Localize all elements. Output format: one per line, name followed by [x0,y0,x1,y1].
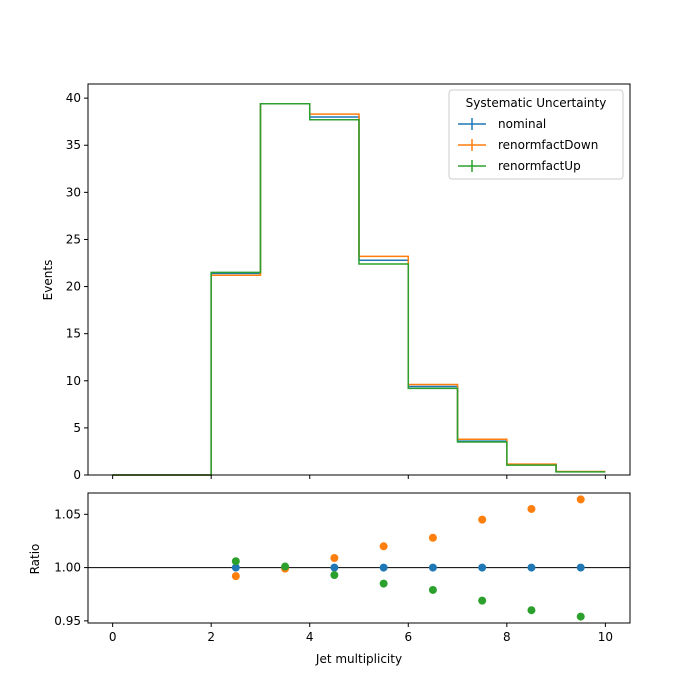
main-y-tick-label: 5 [73,421,81,435]
legend-item-renormfactUp: renormfactUp [458,159,581,173]
legend-items: nominal renormfactDown renormfactUp [458,117,598,173]
ratio-plot-frame [87,492,631,624]
ratio-point-renormfactDown [231,572,240,581]
ratio-point-renormfactUp [281,562,290,571]
ratio-point-nominal [231,563,240,572]
legend-title: Systematic Uncertainty [466,96,607,110]
main-y-tick-label: 20 [66,280,81,294]
ratio-point-renormfactDown [576,495,585,504]
ratio-point-renormfactDown [330,554,339,562]
ratio-x-tick-label: 2 [207,630,215,644]
ratio-x-tick-label: 0 [109,630,117,644]
ratio-x-ticks: 0 2 4 6 8 10 [109,623,613,644]
main-y-tick-label: 25 [66,232,81,246]
legend-item-nominal: nominal [458,117,546,131]
ratio-point-renormfactDown [478,515,487,524]
legend-item-renormfactDown: renormfactDown [458,138,598,152]
ratio-point-renormfactDown [527,504,536,513]
main-plot-frame [87,83,631,476]
ratio-point-renormfactDown [379,542,388,551]
main-y-tick-label: 40 [66,91,81,105]
legend-label: renormfactUp [498,159,581,173]
main-y-axis-label: Events [41,260,55,301]
ratio-x-tick-label: 8 [503,630,511,644]
ratio-y-ticks: 0.95 1.00 1.05 [54,507,88,628]
main-y-tick-label: 15 [66,327,81,341]
ratio-point-renormfactUp [330,571,339,580]
main-y-tick-label: 35 [66,138,81,152]
ratio-y-tick-label: 0.95 [54,614,81,628]
ratio-point-renormfactUp [576,612,585,621]
legend-box [448,89,624,180]
ratio-point-renormfactUp [231,557,240,566]
ratio-points-group [231,495,585,621]
ratio-point-renormfactDown [428,533,437,542]
ratio-point-renormfactUp [428,585,437,594]
ratio-point-nominal [527,563,536,572]
ratio-point-renormfactUp [478,596,487,605]
step-series-renormfactUp [112,103,606,476]
ratio-x-tick-label: 4 [306,630,314,644]
main-x-ticks [112,475,606,479]
ratio-point-nominal [576,563,585,572]
ratio-point-nominal [428,563,437,572]
main-y-tick-label: 30 [66,185,81,199]
legend-label: renormfactDown [498,138,598,152]
ratio-point-renormfactUp [379,579,388,588]
ratio-panel: 0.95 1.00 1.05 0 2 4 6 8 10 Jet multiplicity Ra… [28,492,631,666]
ratio-x-tick-label: 10 [598,630,613,644]
ratio-y-tick-label: 1.05 [54,507,81,521]
ratio-y-tick-label: 1.00 [54,561,81,575]
main-panel: 0 5 10 15 20 25 30 35 40 Events Systematic Uncer… [41,83,631,482]
main-series-group [112,103,606,476]
ratio-point-nominal [478,563,487,572]
main-y-ticks: 0 5 10 15 20 25 30 35 40 [66,91,88,482]
ratio-x-axis-label: Jet multiplicity [315,652,402,666]
legend: Systematic Uncertainty nominal renormfact… [448,89,624,180]
main-y-tick-label: 10 [66,374,81,388]
ratio-x-tick-label: 6 [404,630,412,644]
legend-label: nominal [498,117,546,131]
ratio-point-nominal [330,563,339,572]
ratio-point-renormfactUp [527,606,536,615]
ratio-point-nominal [379,563,388,572]
main-y-tick-label: 0 [73,468,81,482]
ratio-y-axis-label: Ratio [28,544,42,575]
